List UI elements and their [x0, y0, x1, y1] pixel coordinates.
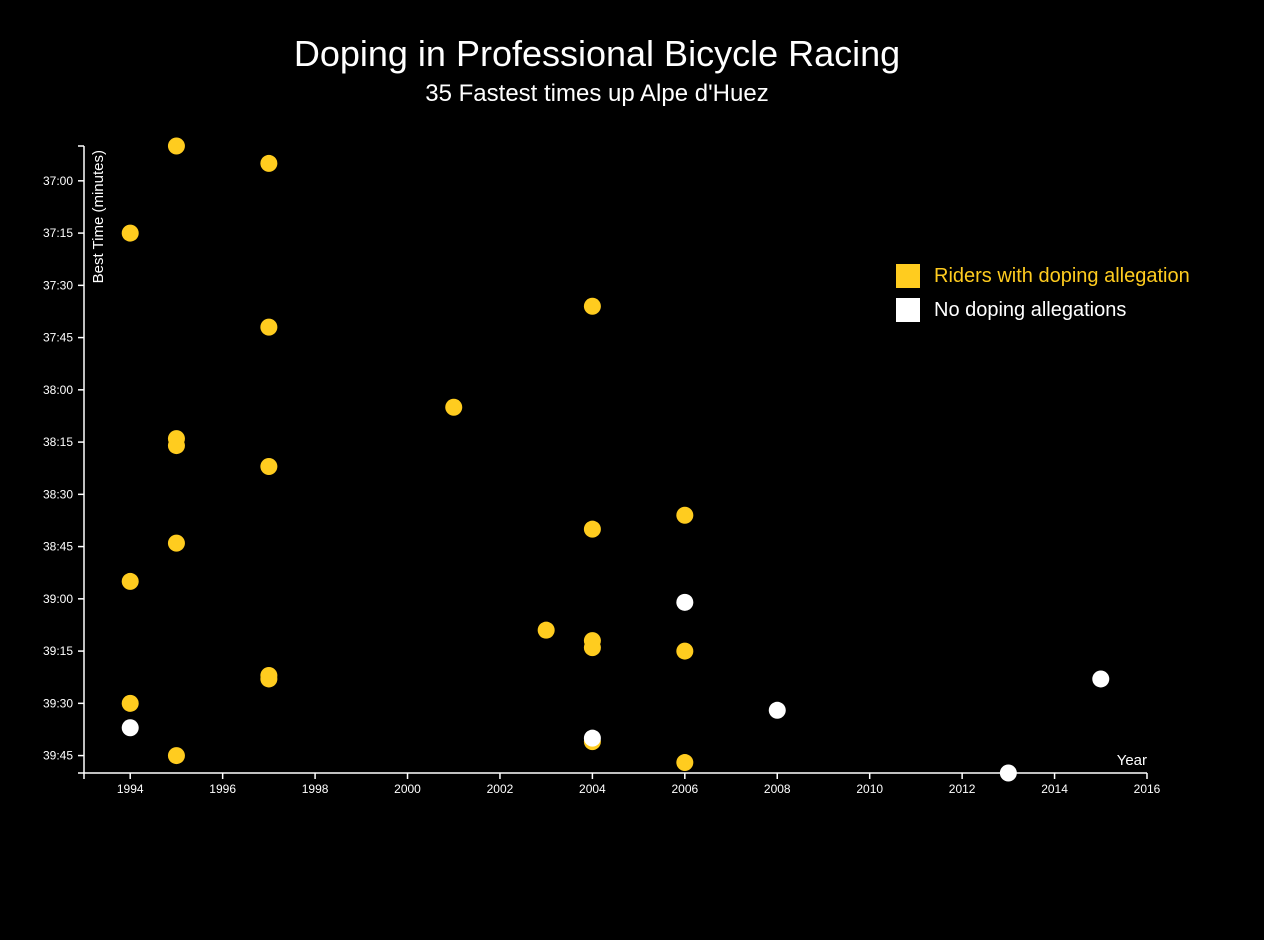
data-point-doping[interactable] [167, 534, 185, 552]
data-point-clean[interactable] [121, 719, 139, 737]
data-point-doping[interactable] [583, 297, 601, 315]
data-point-doping[interactable] [676, 754, 694, 772]
legend-swatch-doping [896, 264, 920, 288]
y-tick-label: 37:45 [43, 331, 73, 345]
data-point-doping[interactable] [583, 639, 601, 657]
x-tick-label: 2012 [949, 782, 976, 796]
data-point-doping[interactable] [121, 694, 139, 712]
data-point-doping[interactable] [445, 398, 463, 416]
x-tick-label: 2014 [1041, 782, 1068, 796]
legend-label-doping: Riders with doping allegation [934, 264, 1190, 287]
y-tick-label: 38:45 [43, 540, 73, 554]
data-point-doping[interactable] [676, 506, 694, 524]
x-tick-label: 2010 [856, 782, 883, 796]
data-point-doping[interactable] [260, 457, 278, 475]
x-tick-label: 2000 [394, 782, 421, 796]
y-tick-label: 37:00 [43, 174, 73, 188]
x-tick-label: 2008 [764, 782, 791, 796]
y-tick-label: 39:00 [43, 592, 73, 606]
x-tick-label: 1996 [209, 782, 236, 796]
y-axis-title: Best Time (minutes) [90, 150, 107, 283]
y-tick-label: 38:30 [43, 487, 73, 501]
x-axis-title: Year [1117, 752, 1147, 769]
data-point-doping[interactable] [260, 154, 278, 172]
data-points [121, 137, 1110, 782]
chart-title: Doping in Professional Bicycle Racing [293, 33, 901, 74]
chart-subtitle: 35 Fastest times up Alpe d'Huez [425, 80, 769, 107]
data-point-clean[interactable] [676, 593, 694, 611]
y-axis: 37:00 37:15 37:30 37:45 38:00 38:15 38:30 38:45… [43, 145, 85, 774]
x-axis: 1994 1996 1998 2000 2002 2004 2006 2008 2010 2012… [83, 772, 1161, 796]
data-point-doping[interactable] [676, 642, 694, 660]
legend-swatch-clean [896, 298, 920, 322]
data-point-doping[interactable] [167, 437, 185, 455]
y-tick-label: 39:15 [43, 644, 73, 658]
data-point-clean[interactable] [768, 701, 786, 719]
y-tick-label: 37:30 [43, 278, 73, 292]
x-tick-label: 1994 [117, 782, 144, 796]
y-tick-label: 39:45 [43, 749, 73, 763]
x-tick-label: 2002 [487, 782, 514, 796]
x-tick-label: 2006 [671, 782, 698, 796]
data-point-doping[interactable] [583, 520, 601, 538]
data-point-doping[interactable] [260, 318, 278, 336]
y-tick-label: 38:00 [43, 383, 73, 397]
legend: Riders with doping allegation No doping … [896, 264, 1190, 332]
y-tick-label: 39:30 [43, 696, 73, 710]
y-tick-label: 38:15 [43, 435, 73, 449]
data-point-clean[interactable] [999, 764, 1017, 782]
data-point-doping[interactable] [167, 137, 185, 155]
data-point-clean[interactable] [583, 729, 601, 747]
data-point-doping[interactable] [121, 224, 139, 242]
x-tick-label: 2004 [579, 782, 606, 796]
y-tick-label: 37:15 [43, 226, 73, 240]
data-point-clean[interactable] [1092, 670, 1110, 688]
data-point-doping[interactable] [537, 621, 555, 639]
legend-item-clean: No doping allegations [896, 298, 1190, 322]
legend-item-doping: Riders with doping allegation [896, 264, 1190, 288]
data-point-doping[interactable] [121, 572, 139, 590]
x-tick-label: 2016 [1134, 782, 1161, 796]
legend-label-clean: No doping allegations [934, 298, 1127, 321]
data-point-doping[interactable] [167, 747, 185, 765]
data-point-doping[interactable] [260, 670, 278, 688]
x-tick-label: 1998 [302, 782, 329, 796]
